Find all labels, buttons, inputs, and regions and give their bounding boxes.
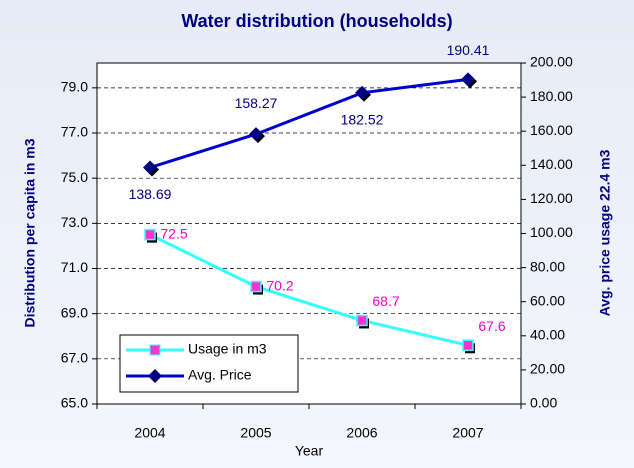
- y-tick-label: 67.0: [61, 350, 88, 366]
- x-axis-label: Year: [295, 443, 324, 459]
- y-tick-label: 71.0: [61, 259, 88, 275]
- y-tick-label: 69.0: [61, 304, 88, 320]
- x-tick-label: 2006: [346, 425, 377, 441]
- y2-tick-label: 140.00: [530, 156, 573, 172]
- marker: [462, 339, 474, 352]
- y2-tick-label: 160.00: [530, 122, 573, 138]
- data-label: 182.52: [341, 112, 384, 128]
- data-label: 67.6: [478, 318, 505, 334]
- x-tick-label: 2007: [452, 425, 483, 441]
- y-tick-label: 77.0: [61, 124, 88, 140]
- marker: [356, 314, 368, 327]
- y-tick-label: 65.0: [61, 395, 88, 411]
- marker: [143, 160, 157, 175]
- y2-tick-label: 120.00: [530, 190, 573, 206]
- y2-tick-label: 80.00: [530, 258, 565, 274]
- y-tick-label: 79.0: [61, 79, 88, 95]
- y2-tick-label: 40.00: [530, 327, 565, 343]
- data-label: 138.69: [129, 186, 172, 202]
- y2-tick-label: 100.00: [530, 224, 573, 240]
- legend-marker: [149, 344, 161, 356]
- legend-marker: [148, 369, 162, 383]
- y2-axis-label: Avg. price usage 22.4 m3: [597, 149, 613, 316]
- data-label: 72.5: [160, 225, 187, 241]
- marker: [249, 127, 263, 142]
- x-tick-label: 2005: [240, 425, 271, 441]
- data-label: 158.27: [235, 95, 278, 111]
- marker: [461, 72, 475, 87]
- legend: Usage in m3 Avg. Price: [119, 334, 299, 393]
- y2-tick-label: 20.00: [530, 361, 565, 377]
- y2-tick-label: 180.00: [530, 88, 573, 104]
- chart-title: Water distribution (households): [181, 11, 452, 31]
- marker: [250, 280, 262, 293]
- data-label: 68.7: [372, 293, 399, 309]
- legend-label: Usage in m3: [188, 341, 267, 357]
- series-line: [149, 77, 469, 169]
- data-label: 190.41: [447, 42, 490, 58]
- data-label: 70.2: [266, 277, 293, 293]
- y-axis-label: Distribution per capita in m3: [22, 138, 38, 327]
- marker: [355, 85, 369, 100]
- y-tick-label: 75.0: [61, 169, 88, 185]
- y2-tick-label: 0.00: [530, 395, 557, 411]
- marker: [144, 228, 156, 241]
- y2-tick-label: 60.00: [530, 292, 565, 308]
- legend-label: Avg. Price: [188, 367, 252, 383]
- x-tick-label: 2004: [134, 425, 165, 441]
- y2-tick-label: 200.00: [530, 54, 573, 70]
- series-line: [149, 233, 469, 347]
- y-tick-label: 73.0: [61, 214, 88, 230]
